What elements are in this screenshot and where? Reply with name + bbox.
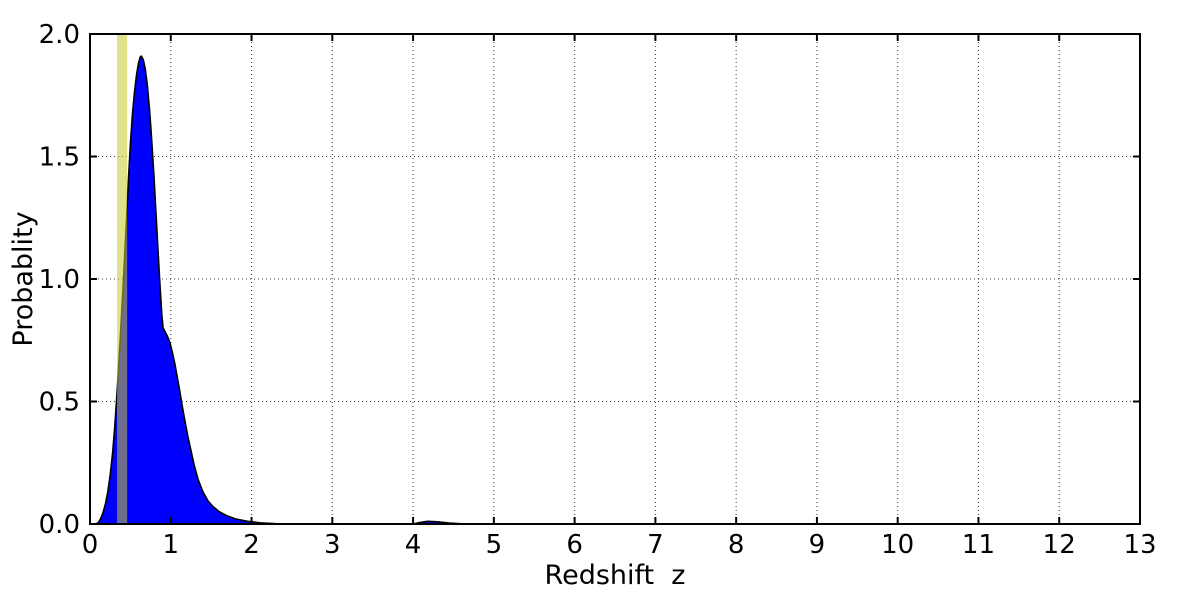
tick-marks	[89, 33, 1141, 525]
x-tick-label: 6	[566, 530, 583, 560]
y-tick-label: 0.0	[39, 510, 80, 540]
x-tick-label: 1	[162, 530, 179, 560]
highlight-band	[117, 34, 128, 524]
x-tick-label: 12	[1043, 530, 1076, 560]
x-tick-label: 7	[647, 530, 664, 560]
tick-labels: 0 1 2 3 4 5 6 7 8 9 10 11 12 130.00.51.01.52.0	[39, 20, 1157, 560]
x-tick-label: 3	[324, 530, 341, 560]
x-tick-label: 11	[962, 530, 995, 560]
y-axis-label: Probablity	[8, 211, 39, 346]
y-tick-label: 1.0	[39, 265, 80, 295]
x-tick-label: 13	[1123, 530, 1156, 560]
x-tick-label: 8	[728, 530, 745, 560]
x-tick-label: 5	[486, 530, 503, 560]
x-tick-label: 2	[243, 530, 260, 560]
x-tick-label: 10	[881, 530, 914, 560]
x-tick-label: 0	[82, 530, 99, 560]
x-tick-label: 9	[809, 530, 826, 560]
grid-lines	[90, 33, 1140, 524]
y-tick-label: 0.5	[39, 388, 80, 418]
series-layer	[94, 34, 471, 525]
y-tick-label: 1.5	[39, 143, 80, 173]
x-tick-label: 4	[405, 530, 422, 560]
y-tick-label: 2.0	[39, 20, 80, 50]
x-axis-label: Redshift z	[545, 560, 686, 591]
